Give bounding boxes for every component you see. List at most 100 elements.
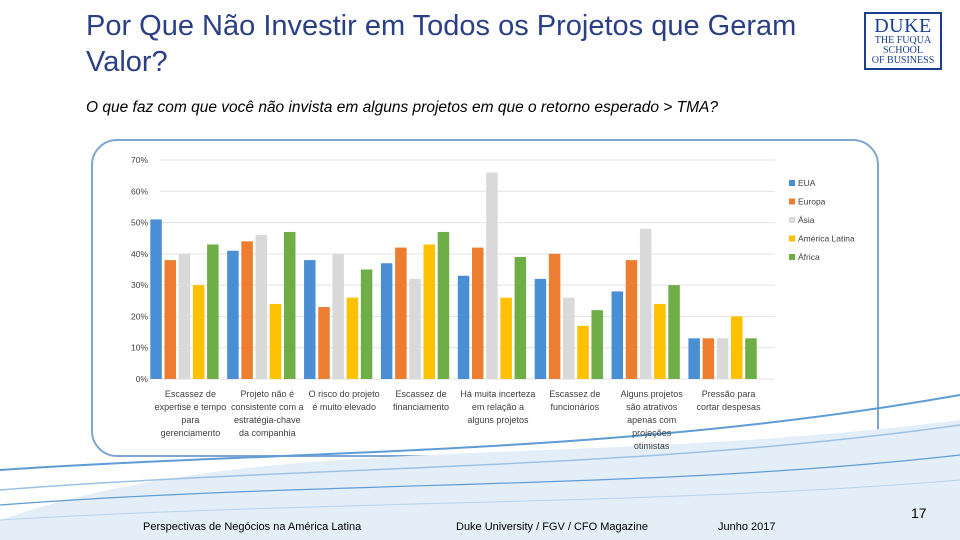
bar-4-6 [577, 325, 589, 379]
slide-title: Por Que Não Investir em Todos os Projeto… [86, 10, 797, 78]
chart-bars [150, 172, 757, 379]
x-tick-label: financiamento [393, 402, 449, 412]
bar-1-5 [457, 275, 470, 379]
bar-1-3 [304, 260, 316, 379]
bar-4-2 [269, 303, 282, 379]
legend-label: América Latina [798, 234, 855, 244]
bar-2-3 [318, 307, 330, 379]
x-tick-label: Escassez de [165, 389, 216, 399]
bar-5-7 [668, 285, 680, 379]
x-tick-label: Escassez de [396, 389, 447, 399]
bar-5-2 [283, 231, 296, 379]
bar-5-1 [207, 244, 219, 379]
bar-4-7 [654, 303, 666, 379]
x-tick-label: Pressão para [702, 389, 756, 399]
bar-1-8 [688, 338, 700, 379]
logo-line-3: SCHOOL [882, 45, 923, 56]
x-tick-label: consistente com a [231, 402, 304, 412]
y-axis-ticks: 0% 10% 20% 30% 40% 50% 60% 70% [131, 155, 148, 384]
bar-3-1 [178, 253, 191, 379]
x-tick-label: cortar despesas [697, 402, 762, 412]
bar-2-2 [241, 241, 253, 379]
y-tick-label: 50% [131, 218, 148, 228]
slide-subtitle: O que faz com que você não invista em al… [86, 99, 718, 116]
y-tick-label: 60% [131, 186, 148, 196]
x-tick-label: projeções [632, 428, 672, 438]
x-tick-label: alguns projetos [467, 415, 529, 425]
bar-2-7 [625, 260, 638, 379]
x-tick-label: Alguns projetos [621, 389, 684, 399]
bar-3-4 [409, 278, 421, 379]
logo-line-4: OF BUSINESS [871, 55, 935, 66]
x-tick-label: O risco do projeto [309, 389, 380, 399]
bar-5-3 [360, 269, 373, 379]
x-tick-label: Escassez de [549, 389, 600, 399]
page-number: 17 [911, 505, 927, 521]
bar-3-7 [639, 228, 652, 379]
bar-1-4 [380, 263, 393, 379]
logo-line-2: THE FUQUA [874, 35, 932, 46]
x-tick-label: apenas com [627, 415, 676, 425]
x-tick-label: é muito elevado [312, 402, 376, 412]
y-tick-label: 20% [131, 311, 148, 321]
legend-swatch [789, 254, 795, 260]
bar-5-5 [514, 256, 527, 379]
decorative-waves [0, 394, 960, 540]
x-tick-label: gerenciamento [161, 428, 221, 438]
bar-2-6 [548, 253, 561, 379]
legend-swatch [789, 235, 795, 242]
x-tick-label: em relação a [472, 402, 524, 412]
footer-right: Junho 2017 [718, 521, 776, 533]
footer-center: Duke University / FGV / CFO Magazine [456, 521, 648, 533]
bar-5-4 [437, 231, 450, 379]
legend-label: África [798, 252, 820, 262]
y-tick-label: 40% [131, 249, 148, 259]
x-tick-label: Projeto não é [241, 389, 295, 399]
x-tick-label: são atrativos [626, 402, 678, 412]
y-tick-label: 30% [131, 280, 148, 290]
bar-5-8 [745, 338, 757, 379]
wave-line-3 [0, 454, 960, 506]
x-tick-label: expertise e tempo [155, 402, 227, 412]
x-tick-label: Há muita incerteza [460, 389, 535, 399]
x-tick-label: otimistas [634, 441, 670, 451]
footer-left: Perspectivas de Negócios na América Lati… [143, 521, 362, 533]
wave-line-1 [0, 394, 960, 471]
bar-3-5 [486, 172, 498, 379]
x-tick-label: da companhia [239, 428, 296, 438]
bar-3-2 [255, 235, 268, 379]
bar-4-5 [500, 297, 512, 379]
bar-2-1 [164, 260, 176, 379]
legend-label: Europa [798, 197, 826, 207]
legend-label: EUA [798, 178, 816, 188]
bar-2-5 [471, 247, 484, 379]
bar-4-4 [423, 244, 436, 379]
bar-2-4 [395, 247, 407, 379]
bar-3-3 [332, 253, 344, 379]
bar-3-8 [716, 338, 729, 379]
wave-line-2 [0, 424, 960, 491]
bar-4-1 [192, 285, 205, 379]
x-axis-labels: Escassez de expertise e tempo para gerencia… [155, 389, 761, 451]
wave-line-4 [0, 479, 960, 521]
bar-4-8 [731, 316, 743, 379]
bar-1-1 [150, 219, 162, 379]
y-tick-label: 70% [131, 155, 148, 165]
bar-4-3 [346, 297, 359, 379]
logo-line-1: DUKE [874, 15, 932, 37]
bar-5-6 [591, 310, 603, 379]
bar-2-8 [702, 338, 715, 379]
chart-frame [91, 139, 879, 457]
x-tick-label: para [181, 415, 199, 425]
x-tick-label: funcionários [551, 402, 600, 412]
bar-1-7 [611, 291, 624, 379]
bar-1-2 [227, 250, 239, 379]
bar-1-6 [534, 278, 547, 379]
x-tick-label: estratégia-chave [234, 415, 301, 425]
chart-legend: EUA Europa Ásia América Latina África [789, 178, 855, 262]
y-tick-label: 10% [131, 343, 148, 353]
legend-swatch [789, 217, 795, 223]
legend-swatch [789, 180, 795, 186]
legend-label: Ásia [798, 215, 815, 225]
